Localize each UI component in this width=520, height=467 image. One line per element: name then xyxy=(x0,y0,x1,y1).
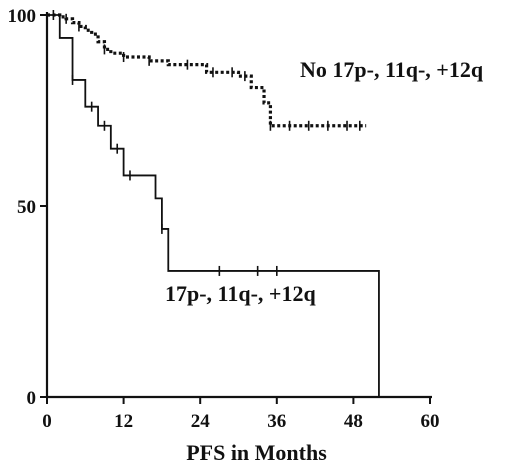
km-curve-line xyxy=(47,14,380,397)
y-tick-label: 50 xyxy=(17,197,36,218)
x-axis-title: PFS in Months xyxy=(186,440,327,465)
x-tick-label: 48 xyxy=(344,411,363,432)
chart-series-layer xyxy=(47,10,380,397)
x-tick-label: 24 xyxy=(191,411,211,432)
chart-axes: 0 12 24 36 48 60 0 50 100 xyxy=(8,6,440,432)
chart-label-layer: PFS in Months No 17p-, 11q-, +12q 17p-, 11… xyxy=(165,57,484,465)
x-tick-label: 36 xyxy=(267,411,286,432)
series-label: No 17p-, 11q-, +12q xyxy=(300,57,484,82)
series-abnormality xyxy=(47,14,380,397)
x-tick-label: 12 xyxy=(114,411,133,432)
y-tick-label: 100 xyxy=(8,6,37,27)
y-tick-label: 0 xyxy=(27,388,37,409)
series-label: 17p-, 11q-, +12q xyxy=(165,281,316,306)
x-tick-label: 60 xyxy=(421,411,440,432)
x-tick-label: 0 xyxy=(42,411,52,432)
